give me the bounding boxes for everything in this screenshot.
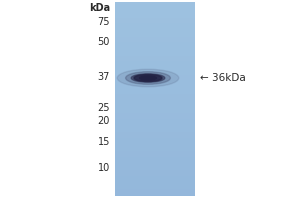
Text: 15: 15 — [98, 137, 110, 147]
Text: ← 36kDa: ← 36kDa — [200, 73, 246, 83]
Text: 25: 25 — [98, 103, 110, 113]
Text: 20: 20 — [98, 116, 110, 126]
Ellipse shape — [117, 69, 179, 87]
Ellipse shape — [140, 76, 156, 80]
Ellipse shape — [134, 74, 162, 82]
Text: kDa: kDa — [89, 3, 110, 13]
Ellipse shape — [131, 74, 165, 82]
Text: 10: 10 — [98, 163, 110, 173]
Text: 50: 50 — [98, 37, 110, 47]
Ellipse shape — [126, 72, 170, 84]
Text: 37: 37 — [98, 72, 110, 82]
Text: 75: 75 — [98, 17, 110, 27]
